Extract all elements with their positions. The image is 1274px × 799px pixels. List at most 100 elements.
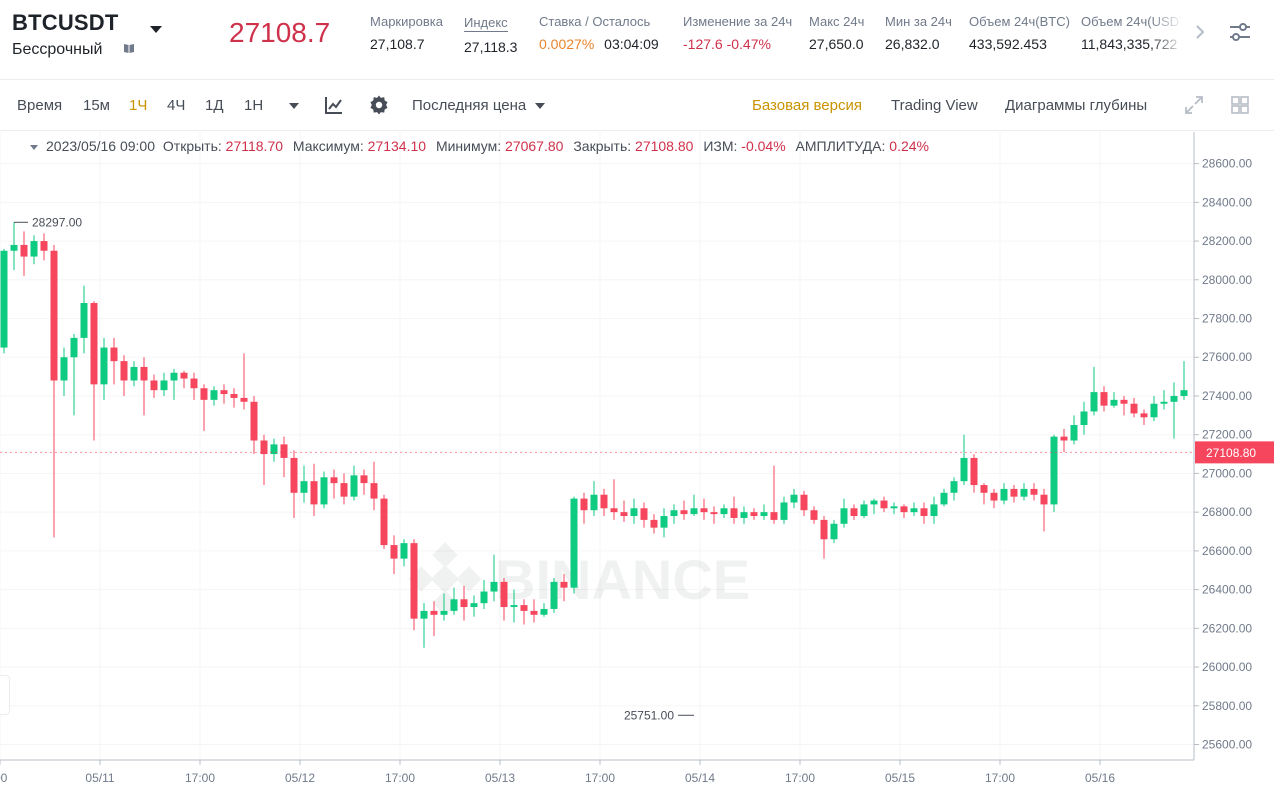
stat-label: Макс 24ч <box>809 14 865 29</box>
candle <box>1060 428 1068 453</box>
candlestick-chart[interactable]: BINANCE 25600.00 25800.00 26000.00 26200.00… <box>0 132 1274 799</box>
candle-body <box>630 508 638 517</box>
symbol-dropdown-icon[interactable] <box>150 26 162 33</box>
watermark: BINANCE <box>408 542 750 616</box>
gear-icon[interactable] <box>369 95 389 115</box>
candle-body <box>280 444 288 458</box>
x-tick-label: 05/16 <box>1085 771 1115 785</box>
candle <box>1130 397 1138 418</box>
candle-body <box>940 492 948 505</box>
x-tick-label: 05/12 <box>285 771 315 785</box>
view-depth[interactable]: Диаграммы глубины <box>1005 97 1148 114</box>
symbol-name[interactable]: BTCUSDT <box>12 10 119 35</box>
candle <box>1030 483 1038 501</box>
candle <box>750 508 758 520</box>
change-value: -0.04% <box>741 138 786 154</box>
stat-index-price[interactable]: Индекс 27,118.3 <box>464 14 517 55</box>
candle-body <box>320 477 328 505</box>
x-tick-label: 17:00 <box>385 771 415 785</box>
candle <box>130 361 138 387</box>
candle <box>40 233 48 261</box>
candle <box>600 488 608 517</box>
side-panel-toggle[interactable] <box>0 675 10 715</box>
candle <box>60 347 68 396</box>
candle-body <box>900 506 908 513</box>
interval-1h[interactable]: 1Ч <box>129 97 148 114</box>
indicators-icon[interactable] <box>324 95 344 115</box>
stat-value: 27,108.7 <box>370 36 425 52</box>
sliders-icon[interactable] <box>1228 22 1252 42</box>
candle <box>520 599 528 625</box>
y-tick-label: 27200.00 <box>1202 428 1252 442</box>
candle <box>990 488 998 509</box>
candle-body <box>970 457 978 486</box>
interval-4h[interactable]: 4Ч <box>167 97 186 114</box>
fullscreen-icon[interactable] <box>1184 95 1204 115</box>
candle-body <box>620 512 628 517</box>
more-intervals-icon[interactable] <box>289 103 299 109</box>
grid-lines <box>0 132 1194 760</box>
candle <box>730 496 738 524</box>
view-basic[interactable]: Базовая версия <box>752 97 862 114</box>
candle <box>840 498 848 528</box>
candle <box>620 500 628 522</box>
interval-1w[interactable]: 1Н <box>244 97 264 114</box>
candle-body <box>230 394 238 398</box>
candle <box>710 506 718 524</box>
candle-body <box>780 502 788 520</box>
candle <box>1100 386 1108 412</box>
candle-body <box>30 241 38 257</box>
candle-body <box>960 457 968 482</box>
candle-body <box>870 500 878 505</box>
candle-body <box>1160 401 1168 404</box>
candle-body <box>640 508 648 520</box>
candle <box>920 502 928 524</box>
candle <box>90 301 98 441</box>
candle-body <box>10 244 18 251</box>
book-icon[interactable] <box>123 43 135 54</box>
candle <box>330 469 338 499</box>
candle-body <box>1170 395 1178 402</box>
close-value: 27108.80 <box>635 138 694 154</box>
candle <box>230 388 238 408</box>
close-label: Закрыть: <box>573 138 632 154</box>
y-tick-label: 28600.00 <box>1202 157 1252 171</box>
view-tradingview[interactable]: Trading View <box>891 97 978 114</box>
candle-body <box>760 512 768 517</box>
y-tick-label: 27600.00 <box>1202 350 1252 364</box>
chevron-right-icon[interactable] <box>1193 24 1207 40</box>
candle <box>120 355 128 396</box>
candle <box>390 535 398 575</box>
candle-body <box>840 508 848 524</box>
grid-layout-icon[interactable] <box>1230 95 1250 115</box>
candle-body <box>610 508 618 513</box>
candle <box>1150 395 1158 422</box>
stat-label: Мин за 24ч <box>885 14 952 29</box>
candle <box>10 222 18 271</box>
candle <box>1020 483 1028 501</box>
candle <box>210 386 218 406</box>
candle-body <box>1110 399 1118 406</box>
candle <box>460 585 468 621</box>
candles <box>0 222 1188 648</box>
candle-body <box>410 543 418 619</box>
price-type-caret-icon[interactable] <box>535 103 545 109</box>
chart-canvas[interactable]: BINANCE 25600.00 25800.00 26000.00 26200.00… <box>0 132 1274 799</box>
candle <box>380 494 388 549</box>
candle-body <box>110 347 118 362</box>
candle-body <box>290 457 298 493</box>
candle-body <box>730 508 738 518</box>
candle-body <box>350 475 358 497</box>
candle-body <box>850 508 858 517</box>
candle <box>400 539 408 567</box>
market-header: BTCUSDT Бессрочный 27108.7 Маркировка 27… <box>0 0 1274 80</box>
price-type-select[interactable]: Последняя цена <box>412 97 527 114</box>
candle <box>100 337 108 400</box>
candle <box>740 506 748 524</box>
candle <box>1160 390 1168 410</box>
interval-1d[interactable]: 1Д <box>205 97 224 114</box>
interval-15m[interactable]: 15м <box>83 97 110 114</box>
candle <box>670 504 678 524</box>
collapse-legend-icon[interactable] <box>30 144 38 150</box>
stat-label[interactable]: Индекс <box>464 15 508 32</box>
